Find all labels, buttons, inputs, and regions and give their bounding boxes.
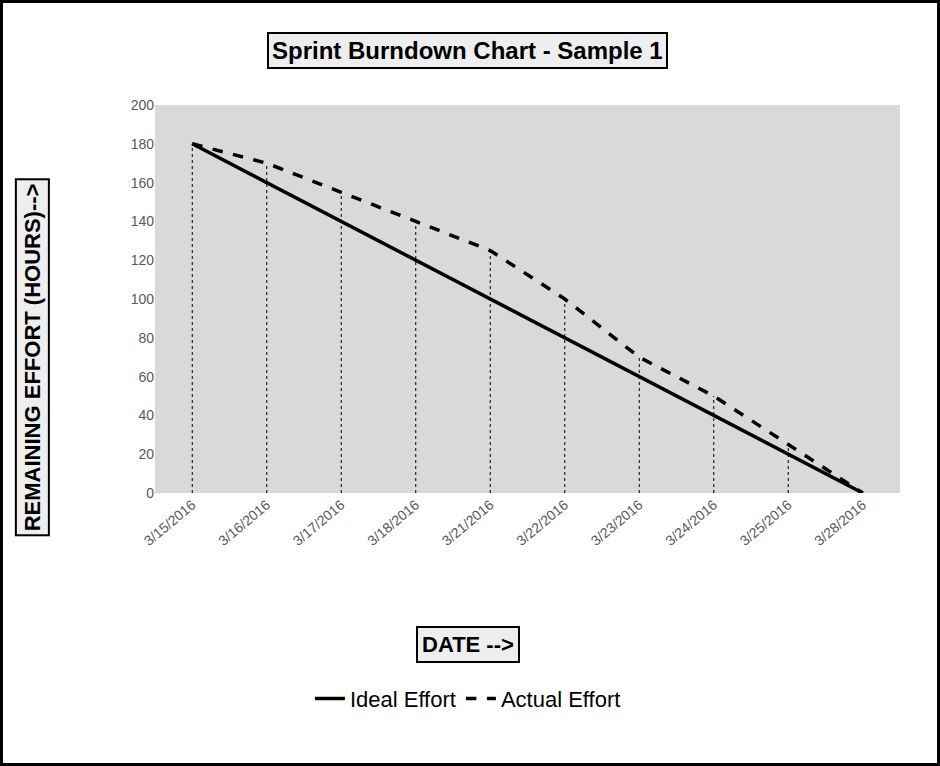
svg-text:100: 100 [131, 291, 155, 307]
svg-text:Actual Effort: Actual Effort [501, 687, 620, 712]
svg-text:60: 60 [138, 369, 154, 385]
svg-text:3/15/2016: 3/15/2016 [141, 496, 199, 548]
svg-text:DATE -->: DATE --> [422, 632, 514, 657]
svg-text:140: 140 [131, 213, 155, 229]
svg-text:Ideal Effort: Ideal Effort [350, 687, 456, 712]
svg-text:80: 80 [138, 330, 154, 346]
svg-text:3/18/2016: 3/18/2016 [364, 496, 422, 548]
svg-text:120: 120 [131, 252, 155, 268]
svg-text:3/17/2016: 3/17/2016 [290, 496, 348, 548]
svg-text:REMAINING EFFORT (HOURS)-->: REMAINING EFFORT (HOURS)--> [20, 184, 45, 532]
svg-text:160: 160 [131, 175, 155, 191]
svg-text:3/25/2016: 3/25/2016 [737, 496, 795, 548]
svg-text:200: 200 [131, 97, 155, 113]
svg-text:3/28/2016: 3/28/2016 [811, 496, 869, 548]
svg-text:3/21/2016: 3/21/2016 [439, 496, 497, 548]
svg-text:3/16/2016: 3/16/2016 [215, 496, 273, 548]
svg-text:3/23/2016: 3/23/2016 [588, 496, 646, 548]
svg-text:40: 40 [138, 407, 154, 423]
svg-text:0: 0 [146, 485, 154, 501]
svg-text:Sprint Burndown Chart - Sample: Sprint Burndown Chart - Sample 1 [272, 37, 663, 64]
svg-text:3/24/2016: 3/24/2016 [662, 496, 720, 548]
svg-text:180: 180 [131, 136, 155, 152]
svg-text:20: 20 [138, 446, 154, 462]
svg-text:3/22/2016: 3/22/2016 [513, 496, 571, 548]
